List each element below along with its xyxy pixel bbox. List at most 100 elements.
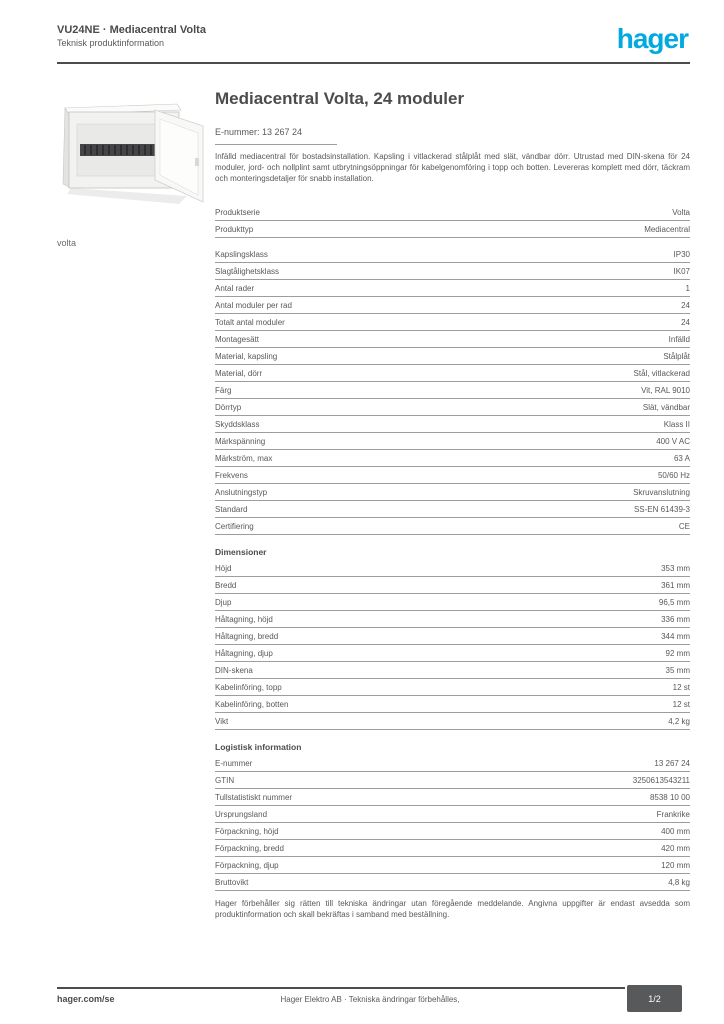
spec-table: Produktserie Volta Produkttyp Mediacentral K…: [215, 204, 690, 891]
spec-label: Antal moduler per rad: [215, 301, 292, 310]
spec-label: Djup: [215, 598, 232, 607]
spec-row: Frekvens 50/60 Hz: [215, 467, 690, 484]
page-title: Mediacentral Volta, 24 moduler: [215, 89, 465, 108]
product-photo: [57, 92, 205, 210]
spec-row: Material, dörr Stål, vitlackerad: [215, 365, 690, 382]
spec-label: Märkspänning: [215, 437, 266, 446]
spec-section-title: Dimensioner: [215, 547, 267, 557]
spec-section-title: Logistisk information: [215, 742, 302, 752]
spec-value: 344 mm: [661, 632, 690, 641]
spec-label: Håltagning, bredd: [215, 632, 279, 641]
spec-value: Slät, vändbar: [642, 403, 690, 412]
spec-label: Märkström, max: [215, 454, 273, 463]
spec-row: Montagesätt Infälld: [215, 331, 690, 348]
spec-label: Dörrtyp: [215, 403, 242, 412]
footer-website-link[interactable]: hager.com/se: [57, 994, 115, 1004]
product-family-label: volta: [57, 238, 77, 248]
spec-value: 13 267 24: [654, 759, 690, 768]
spec-value: Mediacentral: [644, 225, 690, 234]
spec-row: Färg Vit, RAL 9010: [215, 382, 690, 399]
spec-value: 96,5 mm: [658, 598, 690, 607]
spec-value: SS-EN 61439-3: [633, 505, 690, 514]
spec-label: GTIN: [215, 776, 235, 785]
spec-label: Antal rader: [215, 284, 255, 293]
spec-label: Frekvens: [215, 471, 248, 480]
spec-value: 353 mm: [661, 564, 690, 573]
spec-label: Förpackning, bredd: [215, 844, 284, 853]
spec-row: Antal rader 1: [215, 280, 690, 297]
spec-row: Certifiering CE: [215, 518, 690, 535]
spec-value: IP30: [673, 250, 690, 259]
spec-row: Totalt antal moduler 24: [215, 314, 690, 331]
spec-value: 12 st: [672, 683, 690, 692]
spec-value: CE: [678, 522, 690, 531]
spec-value: 120 mm: [661, 861, 690, 870]
spec-row: Märkspänning 400 V AC: [215, 433, 690, 450]
spec-value: 63 A: [673, 454, 690, 463]
spec-value: IK07: [673, 267, 690, 276]
spec-row: Kapslingsklass IP30: [215, 246, 690, 263]
spec-value: 24: [681, 318, 690, 327]
enumber-rule: [215, 144, 337, 145]
spec-value: 50/60 Hz: [657, 471, 690, 480]
spec-value: 361 mm: [661, 581, 690, 590]
spec-label: Håltagning, höjd: [215, 615, 273, 624]
spec-value: 92 mm: [665, 649, 690, 658]
spec-label: Tullstatistiskt nummer: [215, 793, 293, 802]
spec-value: 1: [685, 284, 690, 293]
spec-label: Bruttovikt: [215, 878, 249, 887]
header-subtitle: Teknisk produktinformation: [57, 38, 165, 48]
footer-rule: [57, 987, 625, 989]
spec-row: Märkström, max 63 A: [215, 450, 690, 467]
spec-value: 35 mm: [665, 666, 690, 675]
legal-note: Hager förbehåller sig rätten till teknis…: [215, 899, 690, 919]
spec-label: E-nummer: [215, 759, 253, 768]
spec-label: Ursprungsland: [215, 810, 268, 819]
spec-label: DIN-skena: [215, 666, 253, 675]
spec-value: Skruvanslutning: [633, 488, 690, 497]
spec-value: Frankrike: [656, 810, 690, 819]
spec-row: Bredd 361 mm: [215, 577, 690, 594]
spec-label: Montagesätt: [215, 335, 260, 344]
spec-value: 4,8 kg: [668, 878, 690, 887]
spec-row: Skyddsklass Klass II: [215, 416, 690, 433]
spec-value: 400 V AC: [656, 437, 690, 446]
spec-row: Förpackning, djup 120 mm: [215, 857, 690, 874]
footer-disclaimer: Hager Elektro AB · Tekniska ändringar fö…: [280, 995, 460, 1004]
spec-row: Vikt 4,2 kg: [215, 713, 690, 730]
spec-label: Slagtålighetsklass: [215, 267, 280, 276]
spec-value: Stålplåt: [663, 352, 690, 361]
spec-label: Kabelinföring, topp: [215, 683, 282, 692]
spec-row: Material, kapsling Stålplåt: [215, 348, 690, 365]
spec-label: Produktserie: [215, 208, 260, 217]
spec-value: Klass II: [663, 420, 690, 429]
spec-value: 4,2 kg: [668, 717, 690, 726]
spec-section: Produktserie Volta Produkttyp Mediacentral: [215, 204, 690, 238]
spec-row: DIN-skena 35 mm: [215, 662, 690, 679]
spec-row: Kabelinföring, botten 12 st: [215, 696, 690, 713]
spec-value: 12 st: [672, 700, 690, 709]
spec-row: Håltagning, bredd 344 mm: [215, 628, 690, 645]
spec-value: 336 mm: [661, 615, 690, 624]
spec-label: Certifiering: [215, 522, 254, 531]
spec-label: Standard: [215, 505, 248, 514]
spec-label: Material, dörr: [215, 369, 263, 378]
spec-row: Djup 96,5 mm: [215, 594, 690, 611]
enumber-line: E-nummer: 13 267 24: [215, 127, 303, 137]
spec-row: E-nummer 13 267 24: [215, 755, 690, 772]
header-rule: [57, 62, 690, 64]
spec-row: Håltagning, djup 92 mm: [215, 645, 690, 662]
spec-label: Bredd: [215, 581, 237, 590]
spec-value: Volta: [672, 208, 690, 217]
spec-label: Anslutningstyp: [215, 488, 268, 497]
spec-value: Stål, vitlackerad: [633, 369, 690, 378]
spec-label: Håltagning, djup: [215, 649, 273, 658]
spec-section: Dimensioner Höjd 353 mm Bredd 361 mm Djup 96,5…: [215, 543, 690, 730]
spec-row: Anslutningstyp Skruvanslutning: [215, 484, 690, 501]
spec-row: Höjd 353 mm: [215, 560, 690, 577]
spec-label: Vikt: [215, 717, 229, 726]
spec-value: 8538 10 00: [649, 793, 690, 802]
spec-value: Vit, RAL 9010: [641, 386, 690, 395]
spec-row: Antal moduler per rad 24: [215, 297, 690, 314]
spec-label: Förpackning, höjd: [215, 827, 279, 836]
